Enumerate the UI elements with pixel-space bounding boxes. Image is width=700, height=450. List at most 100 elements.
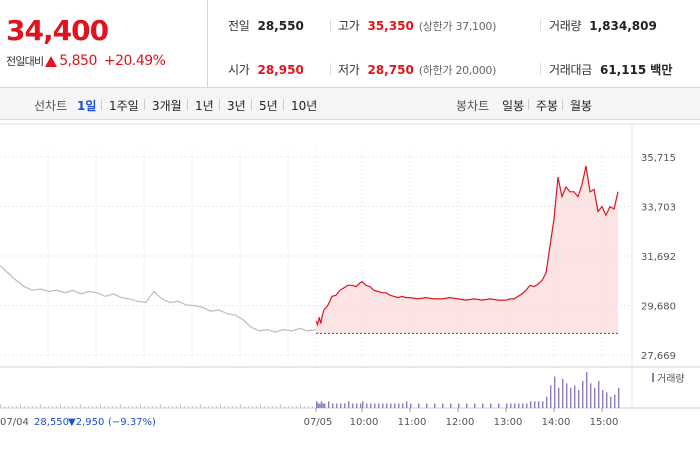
volume-bar bbox=[554, 376, 556, 408]
volume-bar bbox=[490, 403, 492, 408]
stat-label: 거래대금 bbox=[549, 63, 592, 77]
prev-volume-bar bbox=[256, 406, 257, 408]
volume-bar bbox=[542, 401, 544, 409]
period-3m[interactable]: 3개월 bbox=[152, 99, 182, 113]
prev-volume-bar bbox=[232, 406, 233, 408]
stat-label: 전일 bbox=[228, 19, 250, 33]
stat-high: 고가 35,350 (상한가 37,100) bbox=[338, 17, 496, 34]
volume-bar bbox=[360, 403, 362, 408]
volume-bar bbox=[352, 403, 354, 408]
volume-bar bbox=[482, 403, 484, 408]
prev-volume-bar bbox=[300, 404, 301, 408]
volume-legend-label: 거래량 bbox=[657, 373, 685, 385]
volume-bar bbox=[466, 403, 468, 408]
volume-bar bbox=[434, 403, 436, 408]
stat-prev-close: 전일 28,550 bbox=[228, 17, 304, 34]
prev-session-line bbox=[0, 265, 317, 333]
volume-bar bbox=[606, 392, 608, 409]
volume-bar bbox=[614, 394, 616, 408]
volume-bar bbox=[442, 403, 444, 408]
today-area-fill bbox=[316, 166, 618, 334]
stat-low: 저가 28,750 (하한가 20,000) bbox=[338, 61, 496, 78]
period-bar: 선차트 1일 1주일 3개월 1년 3년 5년 10년 봉차트 일봉 주봉 월봉 bbox=[0, 88, 700, 120]
volume-bar bbox=[328, 401, 330, 409]
prev-volume-bar bbox=[92, 406, 93, 408]
up-triangle-icon bbox=[45, 55, 58, 67]
candle-daily[interactable]: 일봉 bbox=[502, 99, 525, 113]
prev-volume-bar bbox=[200, 404, 201, 408]
prev-volume-bar bbox=[16, 406, 17, 408]
volume-bar bbox=[356, 403, 358, 408]
period-3y[interactable]: 3년 bbox=[227, 99, 246, 113]
period-1w[interactable]: 1주일 bbox=[109, 99, 139, 113]
prev-volume-bar bbox=[228, 406, 229, 408]
volume-bar bbox=[586, 372, 588, 408]
volume-bar bbox=[322, 403, 324, 408]
change-label: 전일대비 bbox=[6, 55, 44, 68]
volume-bar bbox=[390, 403, 392, 408]
volume-bar bbox=[332, 403, 334, 408]
prev-volume-bar bbox=[240, 404, 241, 408]
prev-volume-bar bbox=[220, 404, 221, 408]
x-tick-label: 15:00 bbox=[590, 417, 619, 428]
prev-volume-bar bbox=[196, 406, 197, 408]
footer-change-pct: (−9.37%) bbox=[108, 417, 156, 428]
prev-volume-bar bbox=[96, 406, 97, 408]
volume-bar bbox=[498, 403, 500, 408]
period-5y[interactable]: 5년 bbox=[259, 99, 278, 113]
stat-label: 거래량 bbox=[549, 19, 582, 33]
stat-label: 시가 bbox=[228, 63, 250, 77]
prev-volume-bar bbox=[20, 404, 21, 408]
prev-volume-bar bbox=[260, 404, 261, 408]
candle-weekly[interactable]: 주봉 bbox=[536, 99, 559, 113]
prev-volume-bar bbox=[80, 404, 81, 408]
prev-volume-bar bbox=[12, 406, 13, 408]
period-1d[interactable]: 1일 bbox=[77, 99, 97, 113]
prev-volume-bar bbox=[248, 406, 249, 408]
volume-bar bbox=[336, 403, 338, 408]
period-10y[interactable]: 10년 bbox=[291, 99, 318, 113]
prev-volume-bar bbox=[120, 404, 121, 408]
stat-volume: 거래량 1,834,809 bbox=[549, 17, 657, 34]
volume-bar bbox=[348, 401, 350, 409]
prev-volume-bar bbox=[64, 406, 65, 408]
prev-volume-bar bbox=[252, 406, 253, 408]
volume-bar bbox=[558, 387, 560, 409]
volume-bar bbox=[526, 403, 528, 408]
period-1y[interactable]: 1년 bbox=[195, 99, 214, 113]
prev-volume-bar bbox=[164, 406, 165, 408]
volume-bar bbox=[610, 396, 612, 409]
volume-bar bbox=[514, 403, 516, 408]
volume-bar bbox=[316, 401, 318, 409]
stat-value: 28,950 bbox=[257, 63, 304, 77]
prev-volume-bar bbox=[180, 404, 181, 408]
prev-volume-bar bbox=[152, 406, 153, 408]
candle-monthly[interactable]: 월봉 bbox=[570, 99, 593, 113]
y-tick-label: 31,692 bbox=[641, 252, 676, 263]
prev-volume-bar bbox=[304, 406, 305, 408]
prev-volume-bar bbox=[308, 406, 309, 408]
volume-bar bbox=[382, 403, 384, 408]
prev-volume-bar bbox=[100, 404, 101, 408]
x-tick-label: 14:00 bbox=[542, 417, 571, 428]
volume-bar bbox=[458, 403, 460, 408]
prev-volume-bar bbox=[288, 406, 289, 408]
quote-header: 34,400 전일대비 5,850 +20.49% 전일 28,550 고가 3… bbox=[0, 0, 700, 88]
prev-volume-bar bbox=[276, 406, 277, 408]
volume-bar bbox=[410, 403, 412, 408]
volume-bar bbox=[406, 401, 408, 409]
y-tick-label: 27,669 bbox=[641, 351, 676, 362]
prev-volume-bar bbox=[188, 406, 189, 408]
volume-bar bbox=[398, 403, 400, 408]
prev-volume-bar bbox=[0, 404, 1, 408]
change-row: 전일대비 5,850 +20.49% bbox=[6, 53, 166, 69]
footer-date: 07/04 bbox=[0, 417, 29, 428]
volume-bar bbox=[370, 403, 372, 408]
prev-volume-bar bbox=[72, 406, 73, 408]
prev-volume-bar bbox=[36, 406, 37, 408]
prev-volume-bar bbox=[280, 404, 281, 408]
prev-volume-bar bbox=[136, 406, 137, 408]
prev-volume-bar bbox=[292, 406, 293, 408]
volume-legend-swatch bbox=[652, 373, 654, 382]
